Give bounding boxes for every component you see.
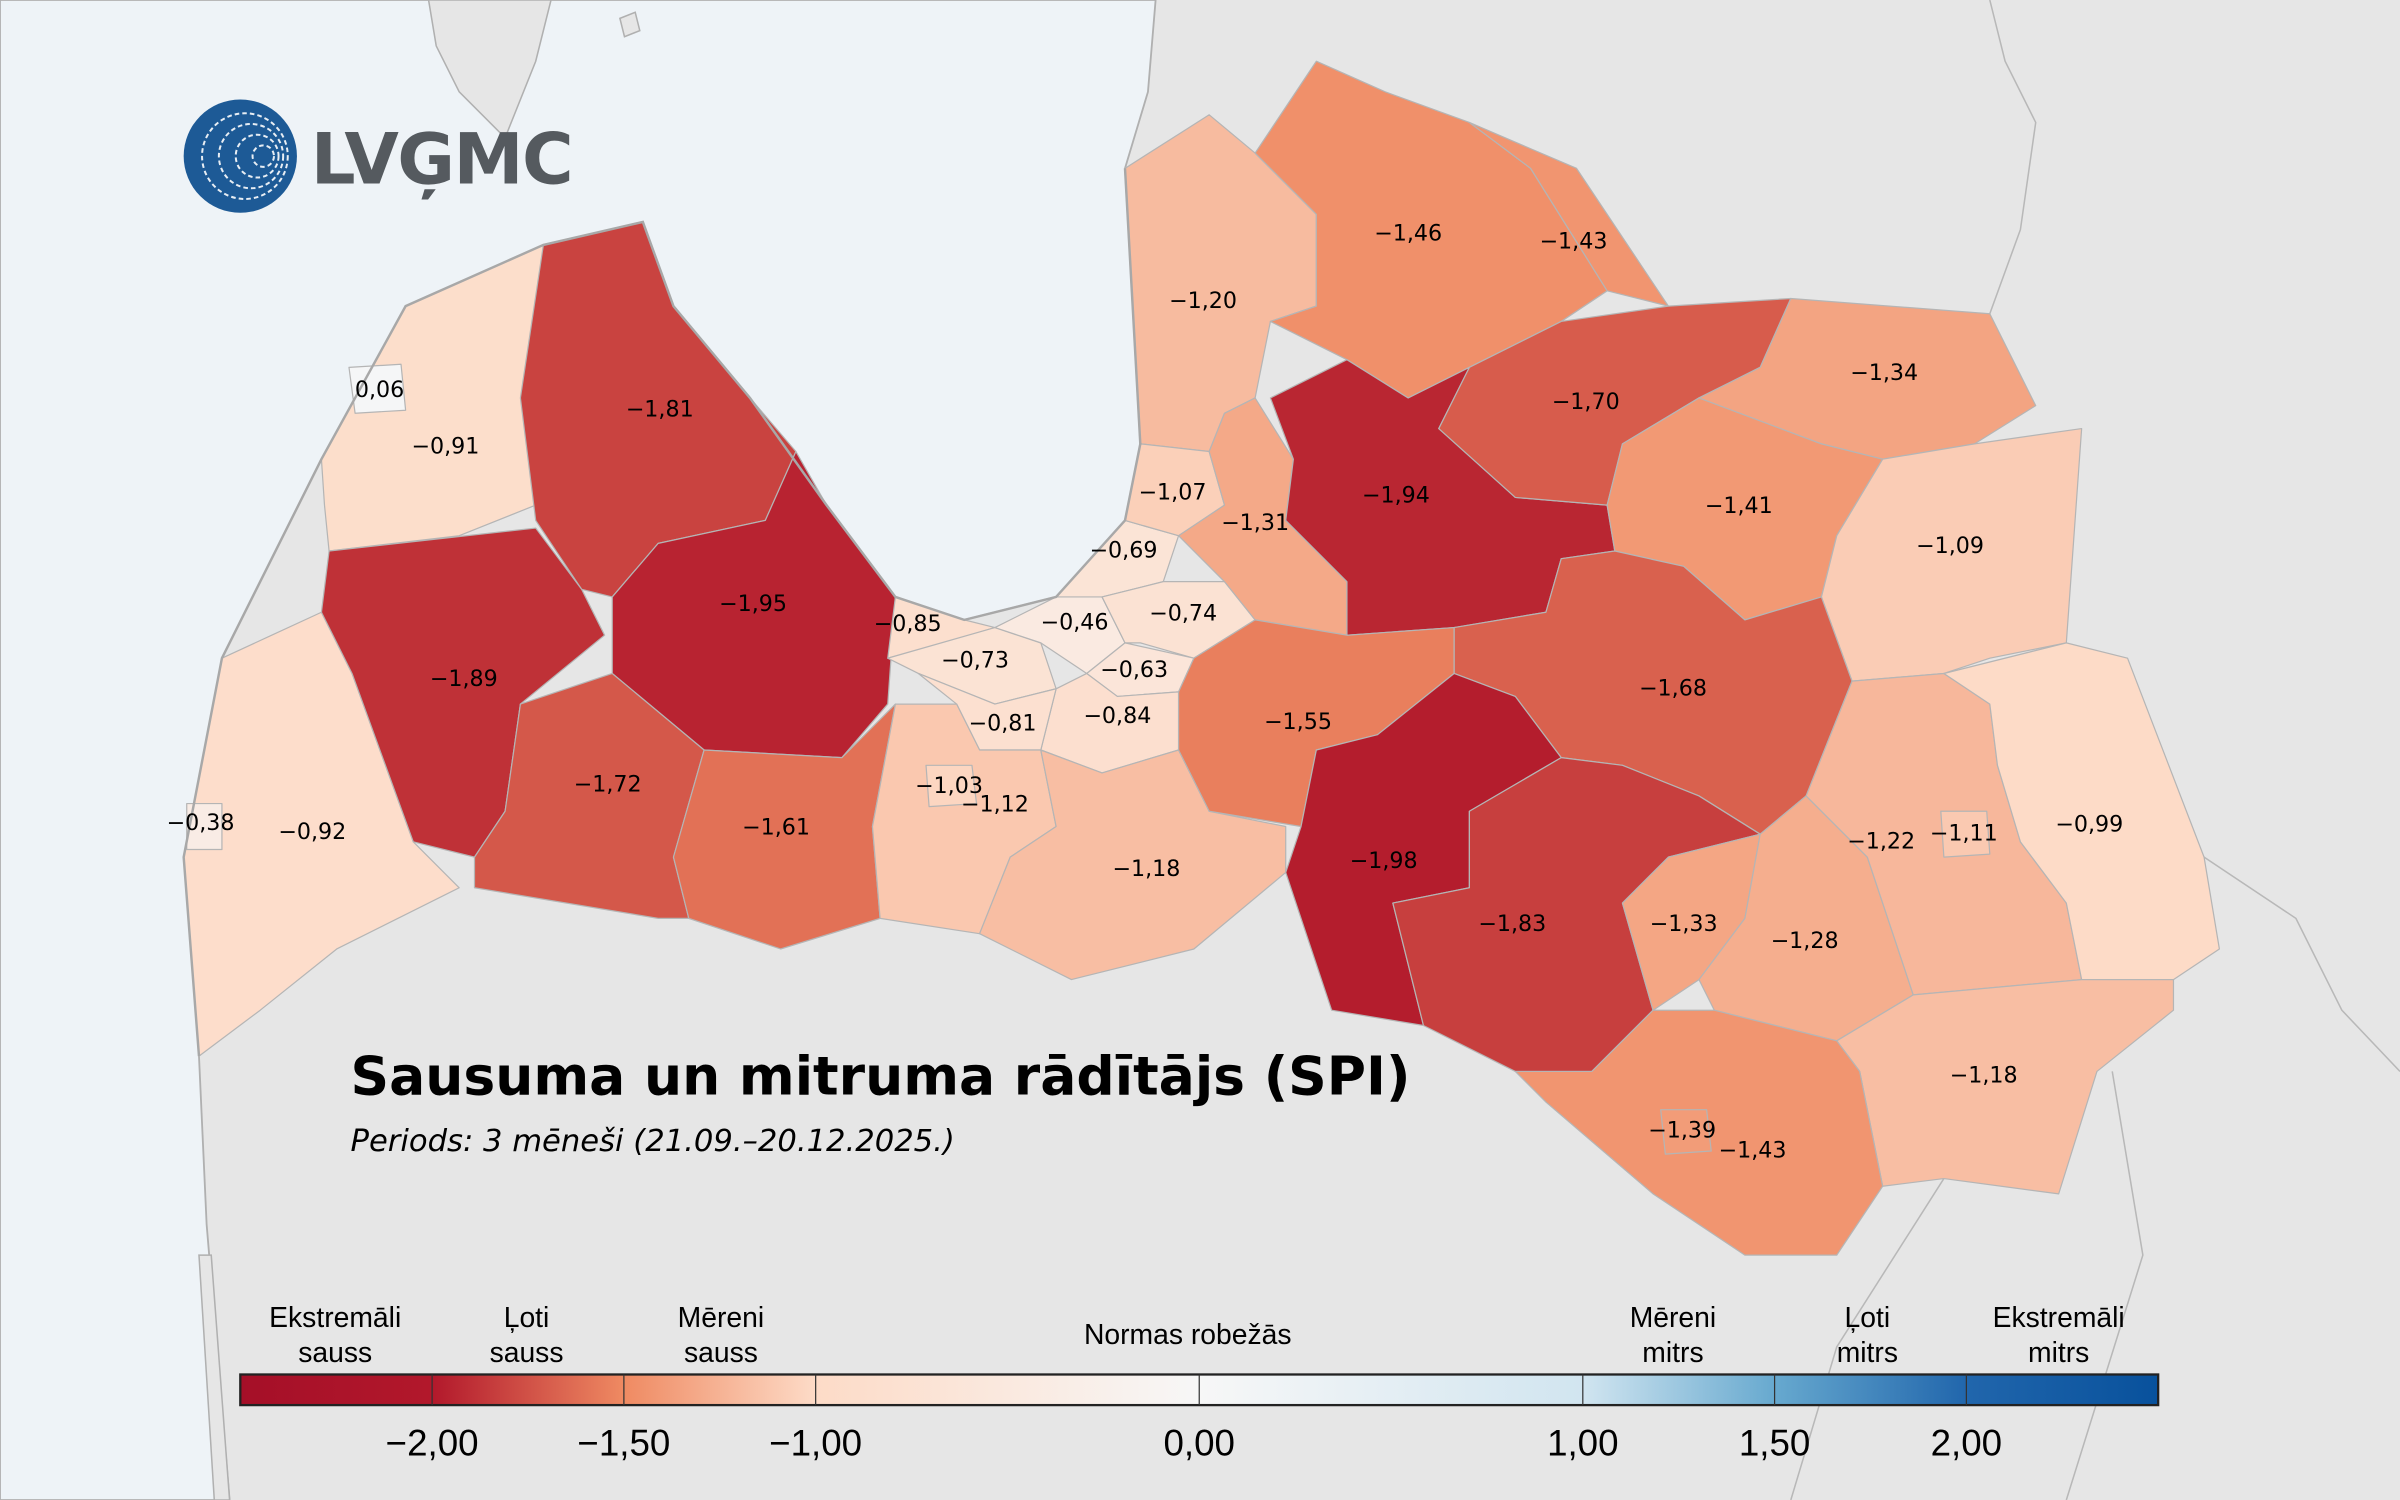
legend-tick-label: 2,00 [1931, 1423, 2002, 1464]
region-value-label: −0,92 [278, 819, 346, 845]
legend-category: Normas robežās [1084, 1318, 1292, 1350]
region-value-label: −1,22 [1847, 828, 1915, 854]
region-value-label: −1,89 [430, 666, 498, 692]
region-value-label: −0,73 [941, 648, 1009, 674]
region-value-label: −0,81 [969, 710, 1037, 736]
logo-emblem-icon [183, 99, 297, 213]
region-value-label: −1,68 [1639, 675, 1707, 701]
region-labels: 0,06 −0,91 −1,81 −1,89 −1,95 −0,38 −0,92… [167, 221, 2124, 1164]
region-value-label: −1,20 [1169, 288, 1237, 314]
spit [198, 1254, 231, 1500]
country-borders [1790, 0, 2400, 1500]
legend-category: Ekstremāli [1993, 1301, 2125, 1333]
region-value-label: −0,69 [1089, 538, 1157, 564]
lvgmc-logo: LVĢMC [183, 99, 574, 213]
region-liepaja[interactable] [186, 802, 223, 851]
region-value-label: −1,41 [1705, 493, 1773, 519]
region-value-label: −1,18 [1112, 856, 1180, 882]
region-value-label: −1,34 [1850, 360, 1918, 386]
region-saldus[interactable] [473, 672, 705, 919]
region-value-label: −0,74 [1149, 600, 1217, 626]
legend-tick-label: 1,50 [1739, 1423, 1810, 1464]
region-value-label: −0,63 [1100, 657, 1168, 683]
region-value-label: −1,33 [1650, 911, 1718, 937]
region-value-label: −0,85 [874, 611, 942, 637]
logo-text: LVĢMC [311, 119, 572, 201]
map-subtitle: Periods: 3 mēneši (21.09.–20.12.2025.) [351, 1124, 955, 1159]
region-value-label: −1,39 [1648, 1118, 1716, 1144]
region-jelgava[interactable] [925, 764, 978, 808]
region-value-label: −1,94 [1362, 482, 1430, 508]
legend-ticks: −2,00 −1,50 −1,00 0,00 1,00 1,50 2,00 [386, 1374, 2002, 1464]
island [427, 0, 552, 140]
region-bauska[interactable] [978, 749, 1287, 981]
region-value-label: −1,98 [1350, 848, 1418, 874]
legend-category: Ļoti [1845, 1301, 1891, 1333]
region-value-label: −1,95 [719, 591, 787, 617]
region-ventspils[interactable] [348, 363, 407, 414]
regions [183, 60, 2220, 1256]
region-value-label: −1,12 [961, 792, 1029, 818]
region-value-label: −1,43 [1719, 1138, 1787, 1164]
region-value-label: −1,61 [742, 815, 810, 841]
region-value-label: −1,70 [1552, 389, 1620, 415]
region-value-label: −1,09 [1916, 533, 1984, 559]
region-value-label: −1,46 [1374, 221, 1442, 247]
region-value-label: −0,38 [167, 810, 235, 836]
coastline [182, 168, 1142, 1057]
region-value-label: −0,91 [411, 433, 479, 459]
region-valka[interactable] [1468, 121, 1669, 307]
region-value-label: −0,84 [1083, 703, 1151, 729]
region-value-label: −1,55 [1264, 709, 1332, 735]
region-value-label: 0,06 [355, 377, 404, 403]
island-small [618, 11, 641, 38]
legend-category: Mēreni [1630, 1301, 1716, 1333]
legend: Ekstremāli sauss Ļoti sauss Mēreni sauss… [239, 1301, 2160, 1464]
region-value-label: −1,07 [1138, 479, 1206, 505]
legend-tick-label: 0,00 [1164, 1423, 1235, 1464]
legend-category: mitrs [1837, 1336, 1898, 1368]
region-value-label: −1,11 [1930, 821, 1998, 847]
legend-category: mitrs [2028, 1336, 2089, 1368]
legend-tick-label: 1,00 [1547, 1423, 1618, 1464]
legend-category: sauss [298, 1336, 372, 1368]
legend-category: Ļoti [504, 1301, 550, 1333]
region-value-label: −0,46 [1040, 609, 1108, 635]
region-value-label: −1,03 [915, 773, 983, 799]
legend-category: sauss [684, 1336, 758, 1368]
legend-category: sauss [490, 1336, 564, 1368]
legend-category: mitrs [1642, 1336, 1703, 1368]
legend-category: Mēreni [678, 1301, 765, 1333]
region-value-label: −1,28 [1771, 928, 1839, 954]
region-value-label: −1,83 [1478, 911, 1546, 937]
region-balvi[interactable] [1820, 427, 2083, 682]
legend-tick-label: −2,00 [386, 1423, 479, 1464]
region-rezekne[interactable] [1940, 810, 1991, 858]
region-value-label: −0,99 [2055, 812, 2123, 838]
map-title: Sausuma un mitruma rādītājs (SPI) [351, 1044, 1411, 1107]
legend-tick-label: −1,50 [577, 1423, 670, 1464]
region-value-label: −1,81 [626, 397, 694, 423]
region-value-label: −1,31 [1221, 510, 1289, 536]
region-daugavpils[interactable] [1660, 1109, 1712, 1155]
region-value-label: −1,43 [1539, 228, 1607, 254]
region-value-label: −1,18 [1950, 1063, 2018, 1089]
legend-category-labels: Ekstremāli sauss Ļoti sauss Mēreni sauss… [269, 1301, 2125, 1368]
legend-category: Ekstremāli [269, 1301, 401, 1333]
region-value-label: −1,72 [574, 772, 642, 798]
legend-tick-label: −1,00 [769, 1423, 862, 1464]
